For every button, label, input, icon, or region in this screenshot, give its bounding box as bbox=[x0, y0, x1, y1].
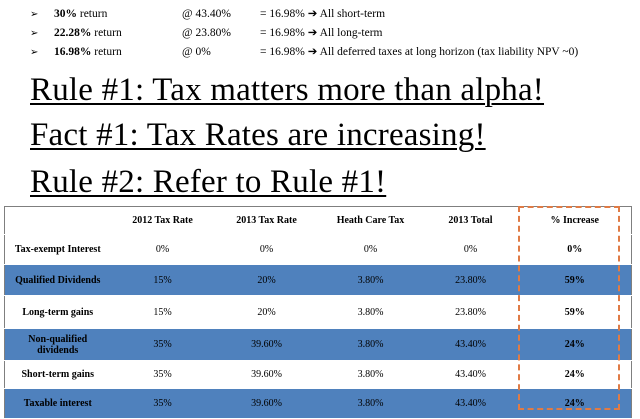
cell-increase: 0% bbox=[518, 234, 632, 265]
bullet-return-value: 16.98% bbox=[54, 46, 92, 58]
cell-health: 3.80% bbox=[318, 328, 423, 361]
cell-2012: 0% bbox=[110, 234, 215, 265]
table-header-row: 2012 Tax Rate 2013 Tax Rate Heath Care T… bbox=[4, 206, 632, 235]
bullet-return-suffix: return bbox=[91, 27, 122, 39]
cell-health: 3.80% bbox=[318, 295, 423, 329]
cell-2012: 35% bbox=[110, 388, 215, 419]
row-label: Tax-exempt Interest bbox=[4, 234, 111, 265]
bullet-result: = 16.98% ➔ All deferred taxes at long ho… bbox=[260, 46, 579, 58]
cell-increase: 59% bbox=[518, 295, 632, 329]
cell-total: 43.40% bbox=[422, 328, 519, 361]
header-health-care-tax: Heath Care Tax bbox=[318, 206, 423, 235]
cell-2012: 15% bbox=[110, 295, 215, 329]
header-2012-tax-rate: 2012 Tax Rate bbox=[110, 206, 215, 235]
cell-total: 23.80% bbox=[422, 264, 519, 296]
cell-total: 43.40% bbox=[422, 388, 519, 419]
bullet-rate: @ 43.40% bbox=[182, 8, 231, 20]
row-label: Qualified Dividends bbox=[4, 264, 111, 296]
cell-increase: 59% bbox=[518, 264, 632, 296]
header-2013-tax-rate: 2013 Tax Rate bbox=[214, 206, 319, 235]
bullet-rate: @ 23.80% bbox=[182, 27, 231, 39]
arrow-bullet-icon: ➢ bbox=[30, 9, 39, 20]
cell-total: 23.80% bbox=[422, 295, 519, 329]
rule-1-heading: Rule #1: Tax matters more than alpha! bbox=[30, 72, 545, 108]
table-row: Long-term gains 15% 20% 3.80% 23.80% 59% bbox=[4, 295, 632, 329]
cell-2013: 0% bbox=[214, 234, 319, 265]
header-percent-increase: % Increase bbox=[518, 206, 632, 235]
cell-2012: 15% bbox=[110, 264, 215, 296]
bullet-result: = 16.98% ➔ All long-term bbox=[260, 27, 383, 39]
bullet-return-value: 22.28% bbox=[54, 27, 92, 39]
table-row: Taxable interest 35% 39.60% 3.80% 43.40%… bbox=[4, 388, 632, 419]
bullet-return: 16.98% return bbox=[54, 43, 122, 62]
bullet-result: = 16.98% ➔ All short-term bbox=[260, 8, 386, 20]
table-row: Qualified Dividends 15% 20% 3.80% 23.80%… bbox=[4, 264, 632, 296]
table-row: Short-term gains 35% 39.60% 3.80% 43.40%… bbox=[4, 360, 632, 389]
cell-2013: 39.60% bbox=[214, 328, 319, 361]
cell-increase: 24% bbox=[518, 328, 632, 361]
cell-2013: 39.60% bbox=[214, 388, 319, 419]
header-label bbox=[4, 206, 111, 235]
row-label: Long-term gains bbox=[4, 295, 111, 329]
row-label: Non-qualified dividends bbox=[4, 328, 111, 361]
bullet-rate: @ 0% bbox=[182, 46, 211, 58]
cell-increase: 24% bbox=[518, 388, 632, 419]
cell-total: 0% bbox=[422, 234, 519, 265]
arrow-bullet-icon: ➢ bbox=[30, 47, 39, 58]
cell-increase: 24% bbox=[518, 360, 632, 389]
cell-total: 43.40% bbox=[422, 360, 519, 389]
tax-rate-table: 2012 Tax Rate 2013 Tax Rate Heath Care T… bbox=[4, 206, 632, 419]
cell-2012: 35% bbox=[110, 328, 215, 361]
row-label: Short-term gains bbox=[4, 360, 111, 389]
header-2013-total: 2013 Total bbox=[422, 206, 519, 235]
cell-health: 3.80% bbox=[318, 388, 423, 419]
bullet-return-suffix: return bbox=[77, 8, 108, 20]
bullet-return-value: 30% bbox=[54, 8, 77, 20]
cell-2013: 39.60% bbox=[214, 360, 319, 389]
cell-health: 0% bbox=[318, 234, 423, 265]
cell-2012: 35% bbox=[110, 360, 215, 389]
cell-2013: 20% bbox=[214, 264, 319, 296]
bullet-return: 30% return bbox=[54, 5, 107, 24]
cell-health: 3.80% bbox=[318, 360, 423, 389]
bullet-return-suffix: return bbox=[91, 46, 122, 58]
bullet-return: 22.28% return bbox=[54, 24, 122, 43]
rule-2-heading: Rule #2: Refer to Rule #1! bbox=[30, 164, 387, 200]
fact-1-heading: Fact #1: Tax Rates are increasing! bbox=[30, 117, 486, 153]
table-row: Tax-exempt Interest 0% 0% 0% 0% 0% bbox=[4, 234, 632, 265]
row-label: Taxable interest bbox=[4, 388, 111, 419]
table-row: Non-qualified dividends 35% 39.60% 3.80%… bbox=[4, 328, 632, 361]
arrow-bullet-icon: ➢ bbox=[30, 28, 39, 39]
cell-health: 3.80% bbox=[318, 264, 423, 296]
cell-2013: 20% bbox=[214, 295, 319, 329]
